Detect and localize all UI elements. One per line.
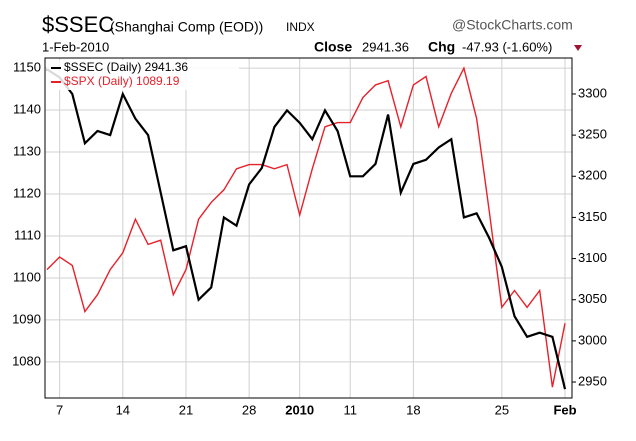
chg-label: Chg	[428, 39, 455, 55]
x-tick-label: 7	[56, 402, 63, 417]
x-tick-label: 21	[179, 402, 193, 417]
y2-tick-label: 3250	[578, 127, 607, 142]
y2-tick-label: 3300	[578, 85, 607, 100]
y-tick-label: 1130	[13, 143, 41, 158]
close-value: 2941.36	[362, 39, 409, 54]
down-arrow	[574, 45, 582, 51]
chg-value: -47.93 (-1.60%)	[462, 39, 552, 54]
y2-tick-label: 3000	[578, 332, 607, 347]
y2-tick-label: 3050	[578, 291, 607, 306]
y2-tick-label: 3150	[578, 209, 607, 224]
y-tick-label: 1120	[13, 185, 41, 200]
y-tick-label: 1090	[12, 311, 41, 326]
y-tick-label: 1080	[12, 353, 41, 368]
source: @StockCharts.com	[452, 17, 573, 33]
y-tick-label: 1100	[13, 269, 41, 284]
series-line	[46, 66, 566, 388]
date: 1-Feb-2010	[42, 39, 109, 54]
y-tick-label: 1150	[13, 60, 41, 75]
y2-tick-label: 2950	[578, 373, 607, 388]
chart-subtitle: (Shanghai Comp (EOD))	[110, 19, 263, 35]
x-tick-label: 2010	[285, 402, 314, 417]
x-tick-label: 25	[495, 402, 509, 417]
x-tick-label: 28	[242, 402, 256, 417]
legend-bg	[47, 60, 239, 90]
close-label: Close	[314, 39, 352, 55]
y-tick-label: 1110	[14, 227, 41, 242]
y2-tick-label: 3200	[578, 168, 607, 183]
x-tick-label: Feb	[553, 402, 576, 417]
x-tick-label: 14	[116, 402, 130, 417]
x-tick-label: 11	[343, 402, 357, 417]
chart-title: $SSEC	[42, 12, 114, 37]
legend-label: $SPX (Daily) 1089.19	[64, 74, 180, 88]
series-line	[46, 68, 567, 390]
legend-label: $SSEC (Daily) 2941.36	[64, 60, 188, 74]
y2-tick-label: 3100	[578, 250, 607, 265]
plot-frame	[44, 57, 573, 399]
x-tick-label: 18	[406, 402, 420, 417]
y-tick-label: 1140	[13, 101, 41, 116]
exchange: INDX	[286, 20, 315, 34]
